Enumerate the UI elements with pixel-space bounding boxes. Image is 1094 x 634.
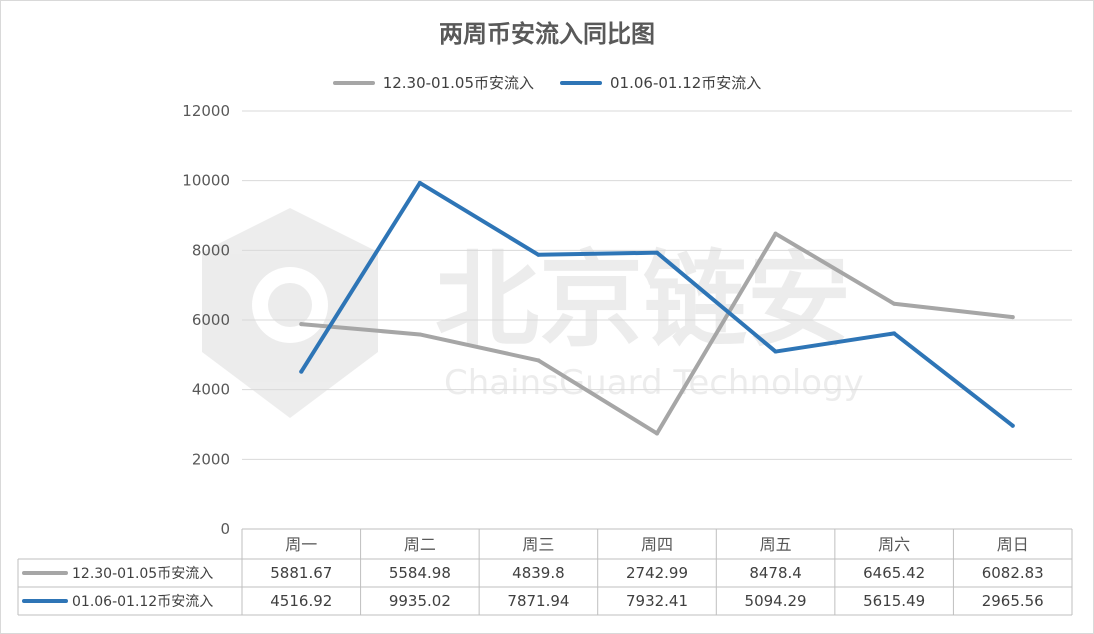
- x-category-label: 周五: [760, 535, 792, 554]
- watermark-en: ChainsGuard Technology: [444, 363, 864, 403]
- y-tick-label: 4000: [192, 381, 230, 399]
- data-point: [773, 349, 778, 354]
- table-cell-value: 4516.92: [270, 592, 332, 610]
- legend-item-series-1: 12.30-01.05币安流入: [332, 72, 534, 93]
- data-point: [299, 322, 304, 327]
- x-category-label: 周一: [285, 535, 317, 554]
- y-tick-label: 2000: [192, 450, 230, 468]
- data-point: [536, 252, 541, 257]
- data-point: [773, 231, 778, 236]
- table-cell-value: 8478.4: [749, 564, 802, 582]
- legend-swatch-series-2: [560, 80, 602, 85]
- chart-title: 两周币安流入同比图: [439, 19, 655, 48]
- data-point: [892, 301, 897, 306]
- data-point: [655, 250, 659, 255]
- legend-item-series-2: 01.06-01.12币安流入: [560, 72, 761, 93]
- x-category-label: 周三: [522, 535, 554, 554]
- table-cell-value: 4839.8: [512, 564, 565, 582]
- table-cell-value: 5881.67: [270, 564, 332, 582]
- table-row-label: 01.06-01.12币安流入: [72, 594, 213, 610]
- y-tick-label: 6000: [192, 311, 230, 329]
- y-tick-label: 0: [220, 520, 230, 538]
- table-cell-value: 7932.41: [626, 592, 688, 610]
- table-cell-value: 7871.94: [507, 592, 569, 610]
- table-cell-value: 9935.02: [389, 592, 451, 610]
- table-cell-value: 5094.29: [745, 592, 807, 610]
- series-line-1: [299, 231, 1015, 436]
- table-cell-value: 2742.99: [626, 564, 688, 582]
- watermark-cn: 北京链安: [435, 239, 851, 361]
- table-cell-value: 5584.98: [389, 564, 451, 582]
- y-tick-label: 12000: [182, 102, 230, 120]
- legend: 12.30-01.05币安流入 01.06-01.12币安流入: [0, 72, 1094, 93]
- y-tick-label: 8000: [192, 241, 230, 259]
- legend-label-series-2: 01.06-01.12币安流入: [610, 74, 762, 92]
- data-point: [536, 358, 541, 363]
- table-cell-value: 5615.49: [863, 592, 925, 610]
- data-point: [655, 431, 659, 436]
- watermark: 北京链安 ChainsGuard Technology: [202, 208, 864, 418]
- table-row-label: 12.30-01.05币安流入: [72, 566, 213, 582]
- table-cell-value: 2965.56: [982, 592, 1044, 610]
- legend-label-series-1: 12.30-01.05币安流入: [382, 74, 534, 92]
- x-category-label: 周二: [404, 535, 436, 554]
- x-category-label: 周四: [641, 535, 673, 554]
- data-point: [1010, 423, 1015, 428]
- x-category-label: 周六: [878, 535, 910, 554]
- data-point: [417, 332, 422, 337]
- table-cell-value: 6082.83: [982, 564, 1044, 582]
- y-tick-label: 10000: [182, 172, 230, 190]
- data-point: [299, 369, 304, 374]
- data-point: [892, 331, 897, 336]
- legend-swatch-series-1: [332, 80, 375, 85]
- data-point: [1010, 315, 1015, 320]
- x-category-label: 周日: [997, 535, 1029, 554]
- data-point: [417, 180, 422, 185]
- table-cell-value: 6465.42: [863, 564, 925, 582]
